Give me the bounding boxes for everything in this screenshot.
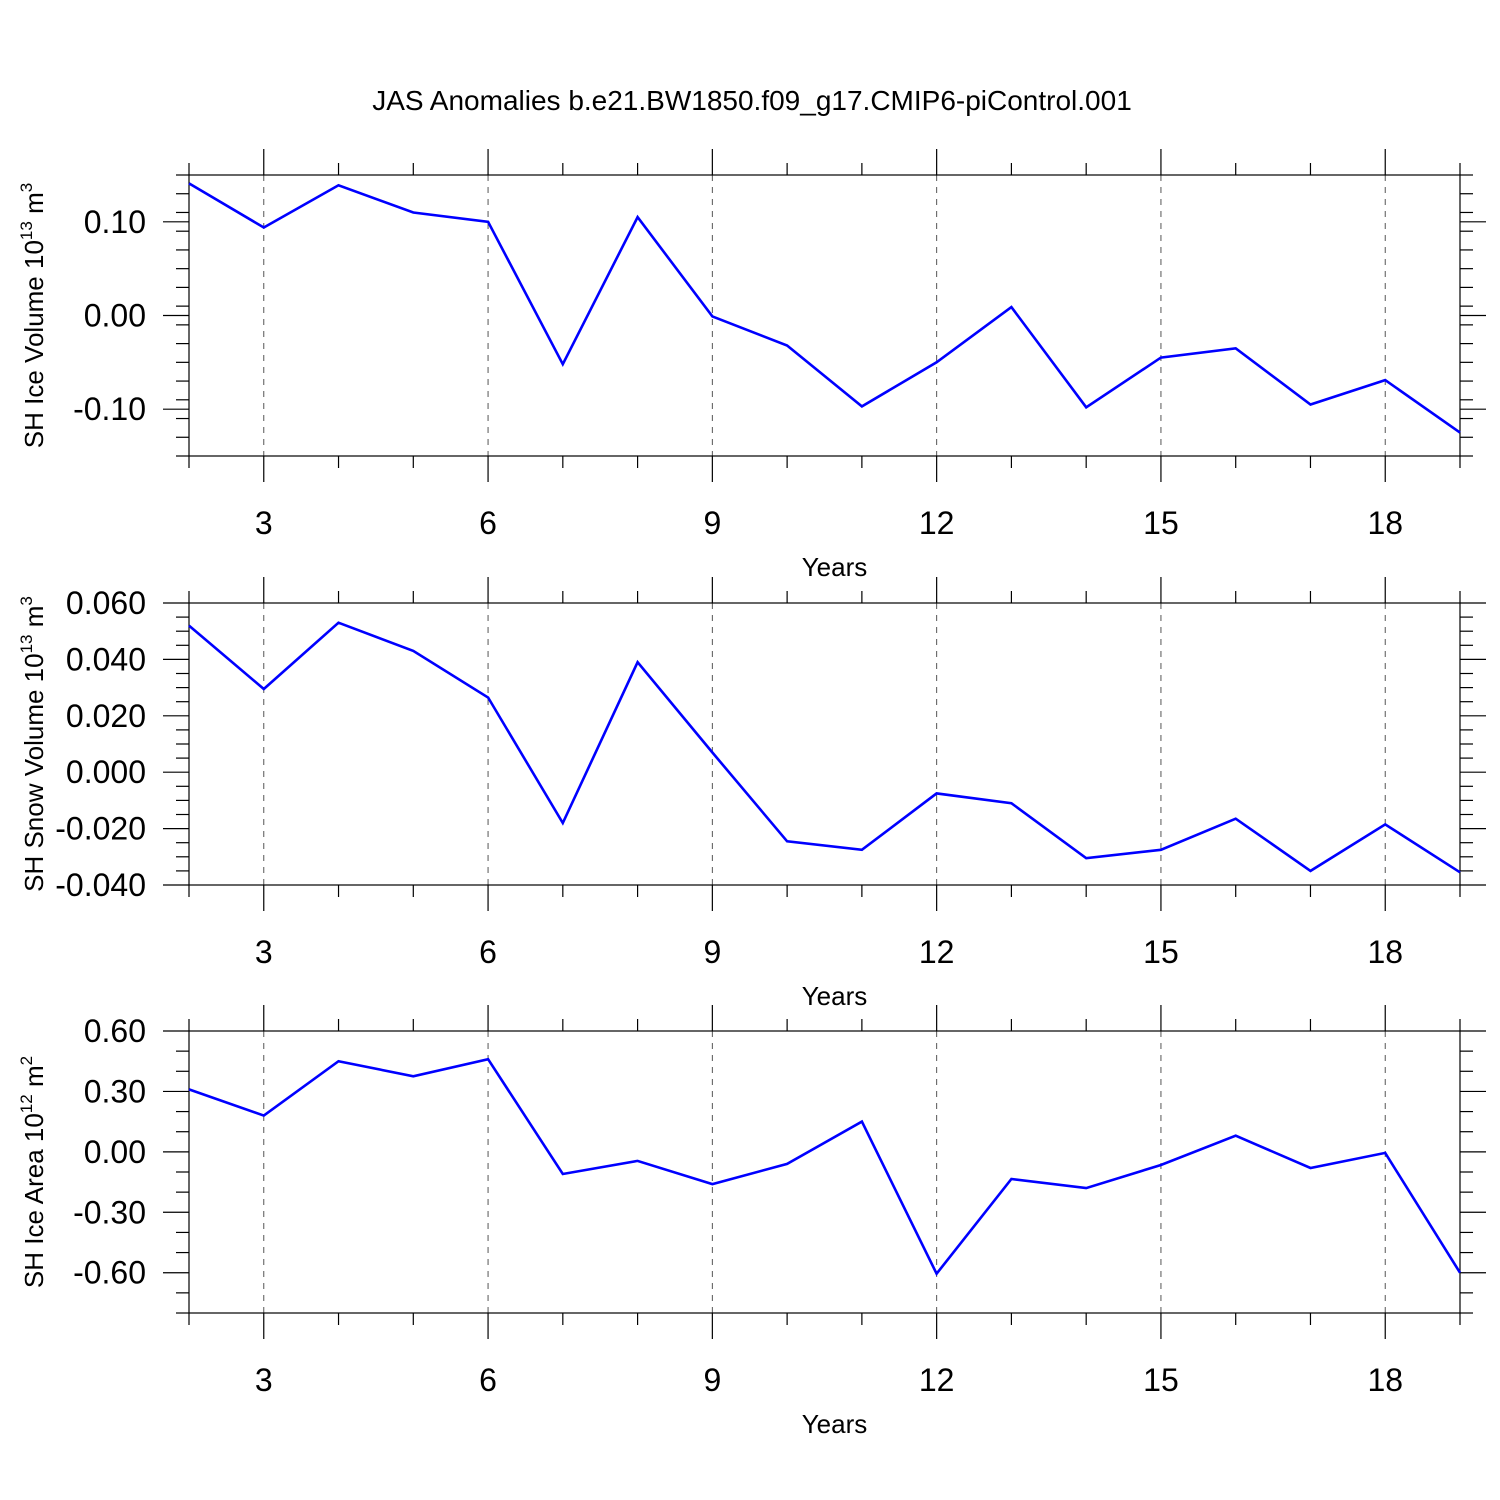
- x-tick-label: 6: [479, 505, 497, 541]
- y-tick-label: -0.020: [55, 811, 146, 847]
- y-tick-label: 0.00: [84, 1134, 146, 1170]
- y-axis-label: SH Ice Area 1012 m2: [17, 1056, 49, 1288]
- x-tick-label: 9: [703, 1362, 721, 1398]
- x-tick-label: 15: [1143, 1362, 1179, 1398]
- y-tick-label: 0.10: [84, 204, 146, 240]
- x-axis-label: Years: [802, 552, 868, 582]
- y-axis-label-exponent: 13: [17, 634, 36, 653]
- x-tick-label: 3: [255, 505, 273, 541]
- x-tick-label: 12: [919, 505, 955, 541]
- y-axis-label-main: SH Ice Area 10: [19, 1113, 49, 1288]
- y-tick-label: 0.30: [84, 1073, 146, 1109]
- x-axis-label: Years: [802, 981, 868, 1011]
- x-tick-label: 12: [919, 1362, 955, 1398]
- series-line: [188, 621, 1461, 874]
- x-tick-label: 18: [1367, 1362, 1403, 1398]
- y-axis-label-unit: m: [19, 606, 49, 635]
- y-axis-label: SH Ice Volume 1013 m3: [17, 183, 49, 448]
- x-tick-label: 18: [1367, 505, 1403, 541]
- y-tick-label: -0.30: [73, 1194, 146, 1230]
- y-axis-label-unit: m: [19, 192, 49, 221]
- y-axis-label-main: SH Snow Volume 10: [19, 653, 49, 891]
- y-axis-label-unit-exponent: 3: [17, 596, 36, 605]
- series-line: [188, 1057, 1462, 1277]
- y-axis-label-unit: m: [19, 1065, 49, 1094]
- y-tick-label: 0.060: [66, 585, 146, 621]
- x-tick-label: 15: [1143, 505, 1179, 541]
- x-axis-label: Years: [802, 1409, 868, 1439]
- x-tick-label: 18: [1367, 934, 1403, 970]
- panel-3: 3 6 9 12 15 18 Years 0.60 0.30 0.00 -0.30 -0.60 SH I…: [17, 1005, 1486, 1439]
- x-tick-label: 6: [479, 1362, 497, 1398]
- y-tick-label: 0.000: [66, 754, 146, 790]
- x-tick-label: 6: [479, 934, 497, 970]
- y-tick-label: -0.60: [73, 1255, 146, 1291]
- y-axis-label-main: SH Ice Volume 10: [19, 240, 49, 448]
- x-tick-label: 9: [703, 934, 721, 970]
- y-axis-label-exponent: 13: [17, 221, 36, 240]
- y-tick-label: 0.020: [66, 698, 146, 734]
- figure-title: JAS Anomalies b.e21.BW1850.f09_g17.CMIP6…: [372, 85, 1132, 116]
- x-tick-label: 9: [703, 505, 721, 541]
- y-axis-label-exponent: 12: [17, 1094, 36, 1113]
- x-tick-label: 15: [1143, 934, 1179, 970]
- panel-1: 3 6 9 12 15 18 Years 0.10 0.00 -0.10 SH Ice Volume…: [17, 149, 1486, 582]
- series-line: [188, 182, 1461, 434]
- y-tick-label: 0.040: [66, 641, 146, 677]
- y-tick-label: 0.00: [84, 298, 146, 334]
- y-axis-label: SH Snow Volume 1013 m3: [17, 596, 49, 892]
- y-axis-label-unit-exponent: 2: [17, 1056, 36, 1065]
- panel-2: 3 6 9 12 15 18 Years 0.060 0.040 0.020 0.000 -0.020…: [17, 577, 1486, 1011]
- x-tick-label: 12: [919, 934, 955, 970]
- y-tick-label: -0.040: [55, 867, 146, 903]
- y-tick-label: 0.60: [84, 1013, 146, 1049]
- y-axis-label-unit-exponent: 3: [17, 183, 36, 192]
- x-tick-label: 3: [255, 934, 273, 970]
- x-tick-label: 3: [255, 1362, 273, 1398]
- plot-frame: [188, 174, 1461, 457]
- y-tick-label: -0.10: [73, 391, 146, 427]
- plot-frame: [188, 1030, 1461, 1314]
